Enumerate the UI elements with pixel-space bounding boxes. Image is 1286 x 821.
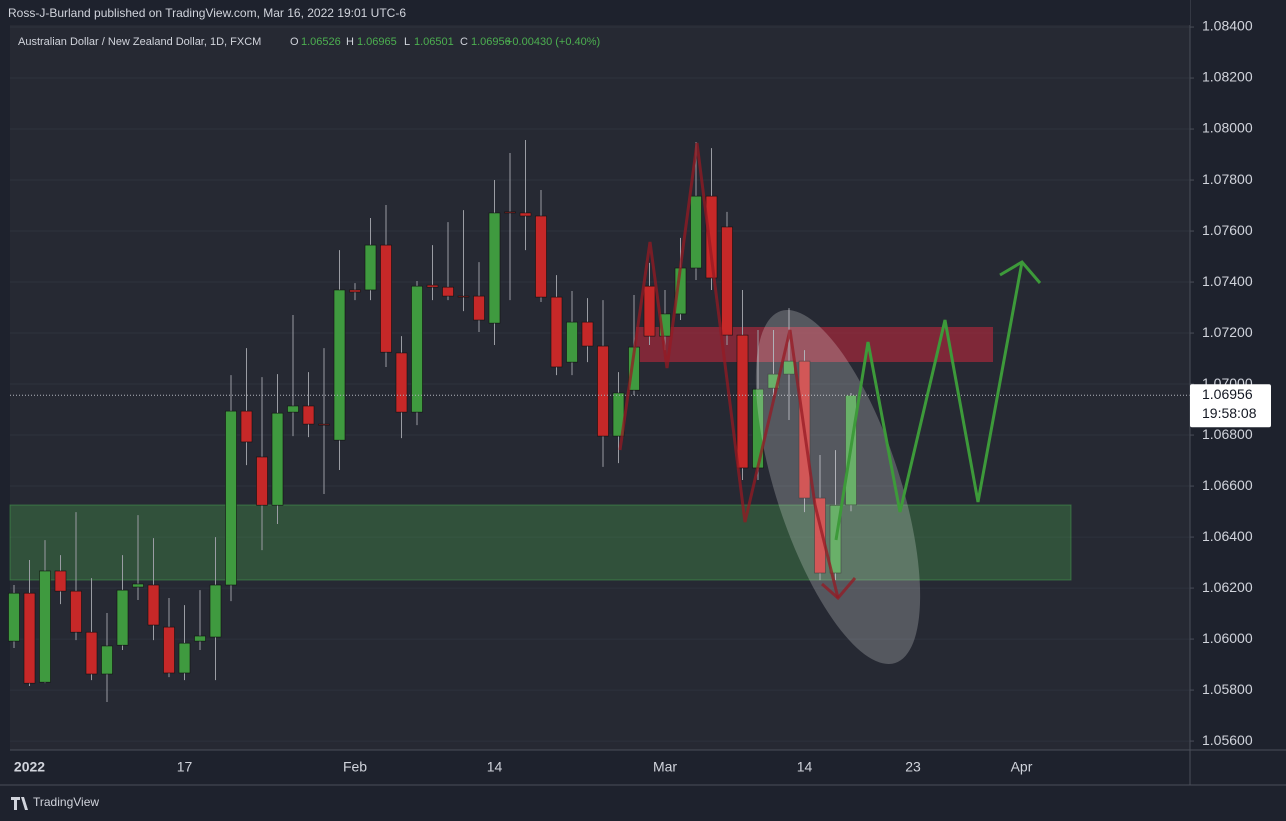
legend-label: C — [460, 36, 468, 48]
candle-body — [597, 345, 609, 437]
y-tick-label: 1.08400 — [1202, 18, 1253, 34]
candle-body — [519, 212, 532, 217]
candle-body — [504, 211, 516, 214]
last-price-box — [1190, 384, 1271, 428]
candle-body — [721, 226, 733, 336]
y-tick-label: 1.06600 — [1202, 477, 1253, 493]
candle-body — [225, 410, 237, 586]
candle-body — [457, 295, 470, 298]
highlight-ellipse — [755, 310, 921, 664]
candle-body — [23, 592, 36, 684]
candle-body — [364, 244, 377, 291]
brand: TradingView — [11, 795, 99, 810]
y-axis: 1.08400 1.08200 1.08000 1.07800 1.07600 1.074… — [1190, 18, 1271, 748]
candle-body — [690, 195, 702, 269]
candle-body — [39, 570, 51, 683]
y-tick-label: 1.06000 — [1202, 630, 1253, 646]
candle-body — [349, 289, 361, 293]
brand-name: TradingView — [33, 795, 99, 809]
candle-body — [535, 215, 547, 298]
x-axis: 2022 17 Feb 14 Mar 14 23 Apr — [14, 759, 1033, 775]
y-tick-label: 1.08000 — [1202, 120, 1253, 136]
candle-body — [380, 244, 392, 353]
x-tick-label: 2022 — [14, 759, 45, 775]
y-tick-label: 1.06400 — [1202, 528, 1253, 544]
candle-body — [85, 631, 98, 675]
y-tick-label: 1.07200 — [1202, 324, 1253, 340]
candle-body — [8, 592, 20, 642]
legend: Australian Dollar / New Zealand Dollar, … — [18, 36, 600, 48]
candle-body — [411, 285, 423, 413]
candle-body — [488, 212, 501, 324]
candle-body — [70, 590, 82, 633]
y-tick-label: 1.07800 — [1202, 171, 1253, 187]
legend-label: O — [290, 36, 299, 48]
top-bar — [0, 0, 1190, 25]
candle-body — [132, 583, 144, 588]
x-tick-label: Mar — [653, 759, 677, 775]
x-tick-label: 23 — [905, 759, 921, 775]
candle-body — [705, 195, 718, 279]
legend-value: 1.06526 — [301, 36, 341, 48]
y-tick-label: 1.05800 — [1202, 681, 1253, 697]
legend-value: 1.06965 — [357, 36, 397, 48]
x-tick-label: Feb — [343, 759, 367, 775]
candle-body — [101, 645, 113, 675]
x-tick-label: 14 — [487, 759, 503, 775]
y-tick-label: 1.07600 — [1202, 222, 1253, 238]
candle-body — [581, 321, 594, 347]
candle-body — [256, 456, 268, 506]
red-path — [618, 142, 840, 599]
change-label: +0.00430 (+0.40%) — [506, 36, 600, 48]
support-zone — [9, 504, 1072, 581]
candle-body — [442, 286, 454, 297]
symbol-title: Australian Dollar / New Zealand Dollar, … — [18, 36, 261, 48]
countdown: 19:58:08 — [1202, 405, 1257, 421]
x-tick-label: 17 — [177, 759, 193, 775]
x-tick-label: 14 — [797, 759, 813, 775]
legend-label: L — [404, 36, 410, 48]
last-price-label: 1.06956 — [1202, 386, 1253, 402]
resistance-zone — [636, 327, 993, 362]
candle-body — [736, 334, 749, 469]
x-tick-label: Apr — [1011, 759, 1033, 775]
legend-value: 1.06501 — [414, 36, 454, 48]
candle-body — [395, 352, 408, 413]
candle-body — [271, 412, 284, 506]
candle-body — [333, 289, 346, 441]
green-arrowhead — [999, 260, 1042, 284]
y-tick-label: 1.08200 — [1202, 69, 1253, 85]
candle-body — [426, 284, 439, 288]
candle-body — [163, 626, 175, 674]
candle-body — [147, 584, 160, 626]
candle-body — [566, 321, 578, 363]
candle-body — [194, 635, 206, 642]
y-tick-label: 1.06800 — [1202, 426, 1253, 442]
candle-body — [473, 295, 485, 321]
candle-body — [643, 285, 656, 337]
y-tick-label: 1.07400 — [1202, 273, 1253, 289]
y-tick-label: 1.05600 — [1202, 732, 1253, 748]
y-tick-label: 1.06200 — [1202, 579, 1253, 595]
candle-body — [178, 642, 191, 674]
candle-body — [659, 313, 671, 337]
candle-body — [814, 497, 826, 574]
candle-body — [116, 589, 129, 646]
candle-body — [240, 410, 253, 443]
candle-body — [318, 423, 330, 426]
candle-body — [209, 584, 222, 638]
red-arrowhead — [821, 577, 857, 601]
green-path — [834, 261, 1024, 541]
candle-body — [550, 296, 563, 368]
legend-value: 1.06956 — [471, 36, 511, 48]
candle-body — [302, 405, 315, 425]
byline: Ross-J-Burland published on TradingView.… — [8, 6, 406, 20]
candle-body — [287, 405, 299, 413]
brand-logo — [11, 797, 28, 810]
legend-label: H — [346, 36, 354, 48]
candle-body — [54, 570, 67, 592]
